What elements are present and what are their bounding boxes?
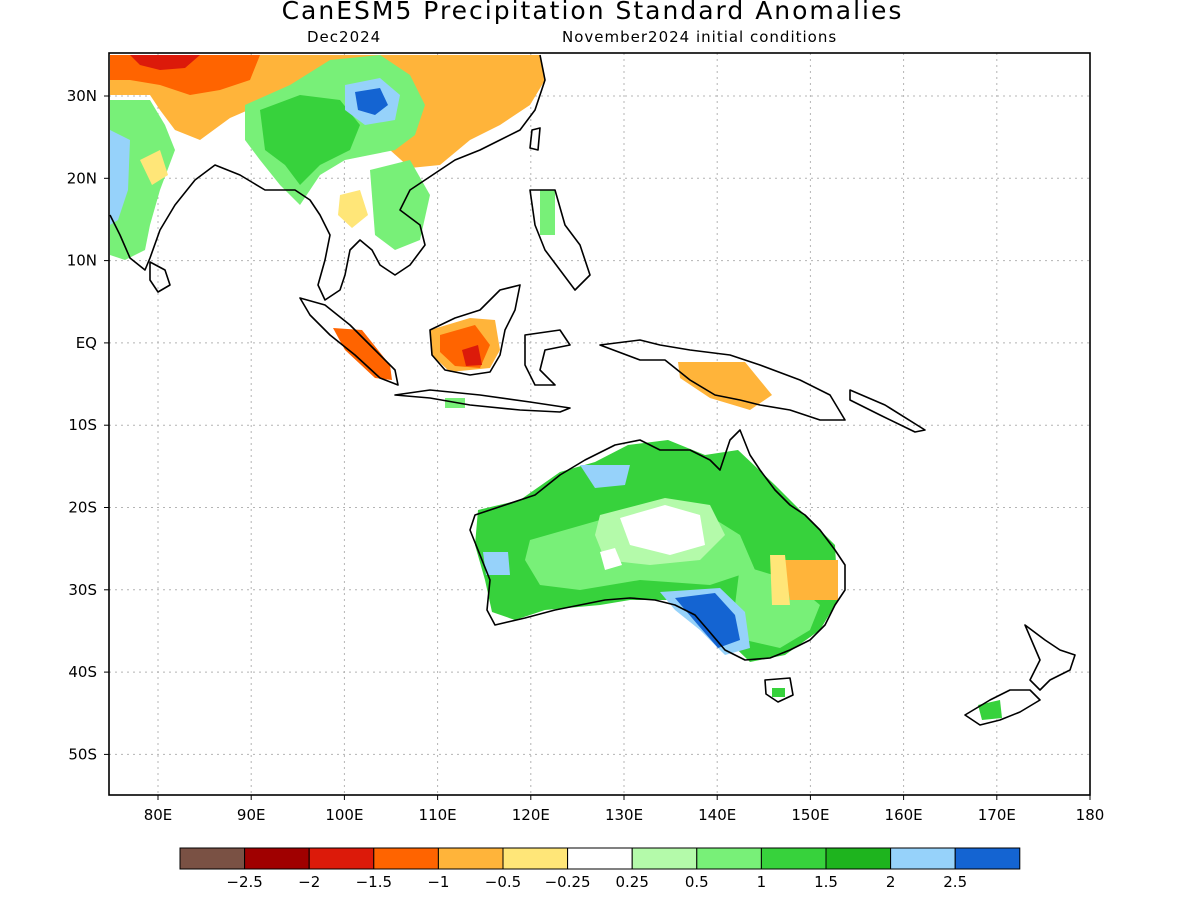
coast-borneo (429, 284, 521, 376)
colorbar-label: 0.25 (615, 873, 648, 891)
colorbar-swatch (373, 847, 439, 870)
coast-tasmania (764, 677, 794, 703)
gridlines (109, 53, 1090, 795)
colorbar-label: −2 (298, 873, 320, 891)
coast-solomons (849, 389, 926, 433)
wet-region-vietnam (370, 160, 430, 250)
very-wet-region-india-coast (110, 130, 130, 225)
colorbar-swatch (890, 847, 956, 870)
colorbar-label: 2 (886, 873, 896, 891)
coast-nz-south (964, 689, 1041, 726)
colorbar-swatch (502, 847, 569, 870)
colorbar-swatch (696, 847, 762, 870)
x-tick-label: 80E (144, 806, 173, 824)
extreme-wet-region-sichuan (355, 88, 388, 115)
wet-patch-tasmania (772, 688, 785, 697)
coast-sumatra (299, 297, 399, 386)
x-tick-label: 150E (791, 806, 829, 824)
colorbar-swatch (825, 847, 892, 870)
extreme-dry-borneo (462, 345, 482, 366)
y-axis-ticks: 30N 20N 10N EQ 10S 20S 30S 40S 50S (67, 87, 109, 763)
very-wet-west-aus (483, 552, 510, 575)
colorbar-label: −0.5 (485, 873, 521, 891)
initial-conditions: November2024 initial conditions (562, 28, 838, 46)
x-tick-label: 130E (605, 806, 643, 824)
very-wet-northwest-aus (580, 465, 630, 488)
y-tick-label: 30N (67, 87, 97, 105)
dry-region-sumatra (333, 328, 392, 380)
colorbar-label: −1.5 (356, 873, 392, 891)
dry-patch-thailand (338, 190, 368, 228)
y-tick-label: 10N (67, 252, 97, 270)
anomaly-fills (110, 55, 1002, 720)
colorbar-swatch (954, 847, 1021, 870)
neutral-spot (600, 548, 622, 570)
colorbar-label: −0.25 (545, 873, 591, 891)
colorbar-swatch (567, 847, 633, 870)
map-title: CanESM5 Precipitation Standard Anomalies (281, 0, 904, 25)
colorbar-swatch (179, 847, 246, 870)
colorbar-swatch (760, 847, 827, 870)
colorbar-swatch (244, 847, 310, 870)
x-tick-label: 90E (237, 806, 266, 824)
wet-region-southeast (735, 565, 820, 648)
y-tick-label: 50S (68, 745, 97, 763)
x-tick-label: 180 (1076, 806, 1105, 824)
x-tick-label: 170E (978, 806, 1016, 824)
coast-philippines (529, 189, 591, 291)
plot-frame (108, 52, 1091, 796)
colorbar-label: −1 (427, 873, 449, 891)
y-tick-label: EQ (76, 334, 97, 352)
mild-dry-queensland (770, 555, 790, 605)
forecast-month: Dec2024 (307, 28, 382, 46)
coast-new-guinea (599, 339, 846, 421)
coast-asia-mainland (109, 54, 546, 301)
colorbar-label: 1 (757, 873, 767, 891)
y-tick-label: 40S (68, 663, 97, 681)
colorbar-label: 1.5 (814, 873, 838, 891)
coastlines (109, 54, 1076, 726)
coast-java (394, 389, 571, 413)
wet-region-myanmar (260, 95, 360, 185)
y-tick-label: 20S (68, 499, 97, 517)
coast-nz-north (1024, 624, 1076, 691)
colorbar-label: 2.5 (943, 873, 967, 891)
x-tick-label: 120E (512, 806, 550, 824)
x-tick-label: 100E (325, 806, 363, 824)
y-tick-label: 10S (68, 416, 97, 434)
y-tick-label: 20N (67, 169, 97, 187)
colorbar-label: 0.5 (685, 873, 709, 891)
wet-patch-nz (978, 700, 1002, 720)
coast-sri-lanka (149, 261, 171, 293)
x-tick-label: 110E (419, 806, 457, 824)
extreme-wet-region-victoria (675, 593, 740, 648)
y-tick-label: 30S (68, 581, 97, 599)
coast-taiwan (529, 127, 541, 151)
colorbar-swatch (437, 847, 504, 870)
x-axis-ticks: 80E 90E 100E 110E 120E 130E 140E 150E 160E 170E 18… (144, 795, 1105, 824)
extreme-dry-region-northwest (130, 55, 200, 70)
neutral-interior (620, 505, 705, 555)
x-tick-label: 160E (885, 806, 923, 824)
dry-region-new-guinea (678, 362, 772, 410)
coast-australia (469, 429, 846, 661)
colorbar-label: −2.5 (226, 873, 262, 891)
dry-region-queensland (783, 560, 838, 600)
wet-patch-philippines (540, 190, 555, 235)
x-tick-label: 140E (698, 806, 736, 824)
colorbar: −2.5 −2 −1.5 −1 −0.5 −0.25 0.25 0.5 1 1.5 2 2.5 (179, 847, 1021, 891)
colorbar-swatch (308, 847, 375, 870)
colorbar-swatch (631, 847, 698, 870)
dry-patch-central-india (140, 150, 168, 185)
coast-sulawesi (524, 329, 571, 386)
